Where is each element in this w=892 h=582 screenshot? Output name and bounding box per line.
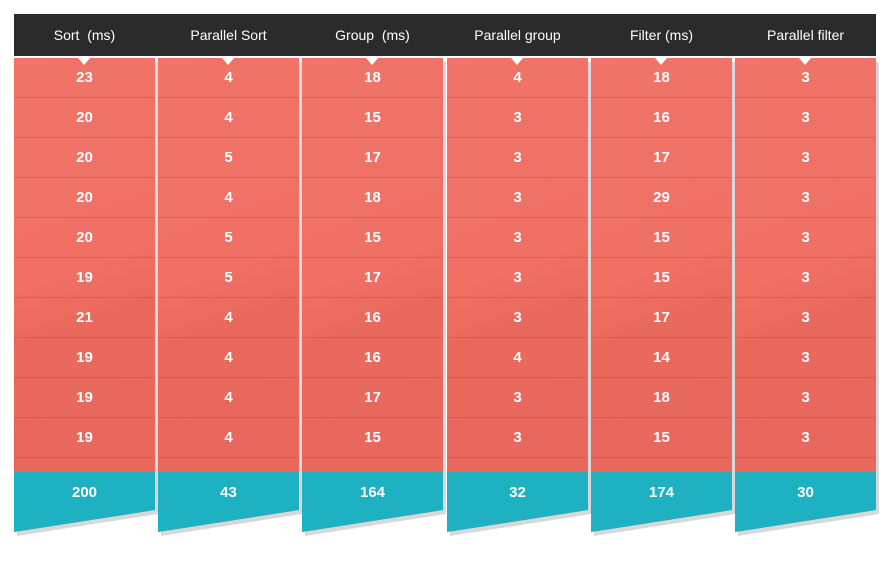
column-header: Group (ms) bbox=[335, 27, 410, 43]
column-body: 18 16 17 29 15 15 17 14 18 15 174 bbox=[591, 58, 732, 532]
table-cell: 3 bbox=[735, 98, 876, 138]
table-cell: 15 bbox=[591, 258, 732, 298]
table-cell: 15 bbox=[591, 418, 732, 458]
table-cell: 3 bbox=[447, 218, 588, 258]
table-cell: 5 bbox=[158, 258, 299, 298]
table-cell: 18 bbox=[591, 378, 732, 418]
table-cell: 15 bbox=[591, 218, 732, 258]
table-cell: 3 bbox=[447, 258, 588, 298]
table-cell: 5 bbox=[158, 138, 299, 178]
table-cell: 20 bbox=[14, 138, 155, 178]
column-body: 23 20 20 20 20 19 21 19 19 19 200 bbox=[14, 58, 155, 532]
table-cell: 4 bbox=[447, 58, 588, 98]
table-cell: 20 bbox=[14, 178, 155, 218]
table-cell: 3 bbox=[735, 298, 876, 338]
table-cell: 3 bbox=[735, 138, 876, 178]
table-cell: 3 bbox=[735, 58, 876, 98]
table-cell: 4 bbox=[158, 338, 299, 378]
column-header: Filter (ms) bbox=[630, 27, 693, 43]
table-cell: 3 bbox=[735, 258, 876, 298]
caret-down-icon bbox=[799, 58, 811, 65]
table-cell: 21 bbox=[14, 298, 155, 338]
table-cell: 4 bbox=[158, 378, 299, 418]
table-cell: 4 bbox=[158, 98, 299, 138]
column-body: 3 3 3 3 3 3 3 3 3 3 30 bbox=[735, 58, 876, 532]
table-cell: 4 bbox=[158, 418, 299, 458]
table-cell: 18 bbox=[591, 58, 732, 98]
table-cell: 17 bbox=[591, 138, 732, 178]
table-cell: 15 bbox=[302, 98, 443, 138]
total-value: 200 bbox=[71, 484, 98, 501]
table-cell: 17 bbox=[591, 298, 732, 338]
total-value: 174 bbox=[648, 484, 675, 501]
column-header: Parallel Sort bbox=[190, 27, 267, 43]
table-cell: 3 bbox=[735, 218, 876, 258]
table-cell: 3 bbox=[735, 418, 876, 458]
table-cell: 23 bbox=[14, 58, 155, 98]
caret-down-icon bbox=[222, 58, 234, 65]
column-header: Parallel filter bbox=[766, 27, 845, 43]
header-bar bbox=[14, 14, 876, 56]
table-cell: 19 bbox=[14, 418, 155, 458]
table-cell: 29 bbox=[591, 178, 732, 218]
table-cell: 3 bbox=[735, 338, 876, 378]
table-cell: 4 bbox=[158, 58, 299, 98]
table-cell: 18 bbox=[302, 178, 443, 218]
caret-down-icon bbox=[511, 58, 523, 65]
table-cell: 17 bbox=[302, 258, 443, 298]
column-header: Parallel group bbox=[474, 27, 561, 43]
column-header: Sort (ms) bbox=[53, 27, 116, 43]
caret-down-icon bbox=[655, 58, 667, 65]
table-cell: 3 bbox=[447, 98, 588, 138]
table-cell: 5 bbox=[158, 218, 299, 258]
table-cell: 3 bbox=[447, 178, 588, 218]
total-value: 164 bbox=[359, 484, 386, 501]
table-cell: 3 bbox=[735, 378, 876, 418]
table-cell: 4 bbox=[158, 178, 299, 218]
table-cell: 4 bbox=[158, 298, 299, 338]
table-cell: 19 bbox=[14, 338, 155, 378]
column-body: 18 15 17 18 15 17 16 16 17 15 164 bbox=[302, 58, 443, 532]
table-cell: 18 bbox=[302, 58, 443, 98]
table-cell: 3 bbox=[447, 298, 588, 338]
table-cell: 19 bbox=[14, 258, 155, 298]
table-cell: 15 bbox=[302, 418, 443, 458]
table-cell: 20 bbox=[14, 98, 155, 138]
column-body: 4 3 3 3 3 3 3 4 3 3 32 bbox=[447, 58, 588, 532]
table-cell: 17 bbox=[302, 138, 443, 178]
table-cell: 17 bbox=[302, 378, 443, 418]
table-cell: 15 bbox=[302, 218, 443, 258]
table-cell: 16 bbox=[302, 298, 443, 338]
table-cell: 4 bbox=[447, 338, 588, 378]
table-cell: 20 bbox=[14, 218, 155, 258]
total-value: 43 bbox=[220, 484, 237, 501]
table-cell: 3 bbox=[447, 138, 588, 178]
table-cell: 3 bbox=[735, 178, 876, 218]
table-cell: 3 bbox=[447, 418, 588, 458]
total-value: 30 bbox=[797, 484, 814, 501]
caret-down-icon bbox=[366, 58, 378, 65]
total-value: 32 bbox=[509, 484, 526, 501]
table-cell: 14 bbox=[591, 338, 732, 378]
column-body: 4 4 5 4 5 5 4 4 4 4 43 bbox=[158, 58, 299, 532]
table-cell: 3 bbox=[447, 378, 588, 418]
table-cell: 16 bbox=[302, 338, 443, 378]
table-cell: 16 bbox=[591, 98, 732, 138]
table-cell: 19 bbox=[14, 378, 155, 418]
caret-down-icon bbox=[78, 58, 90, 65]
